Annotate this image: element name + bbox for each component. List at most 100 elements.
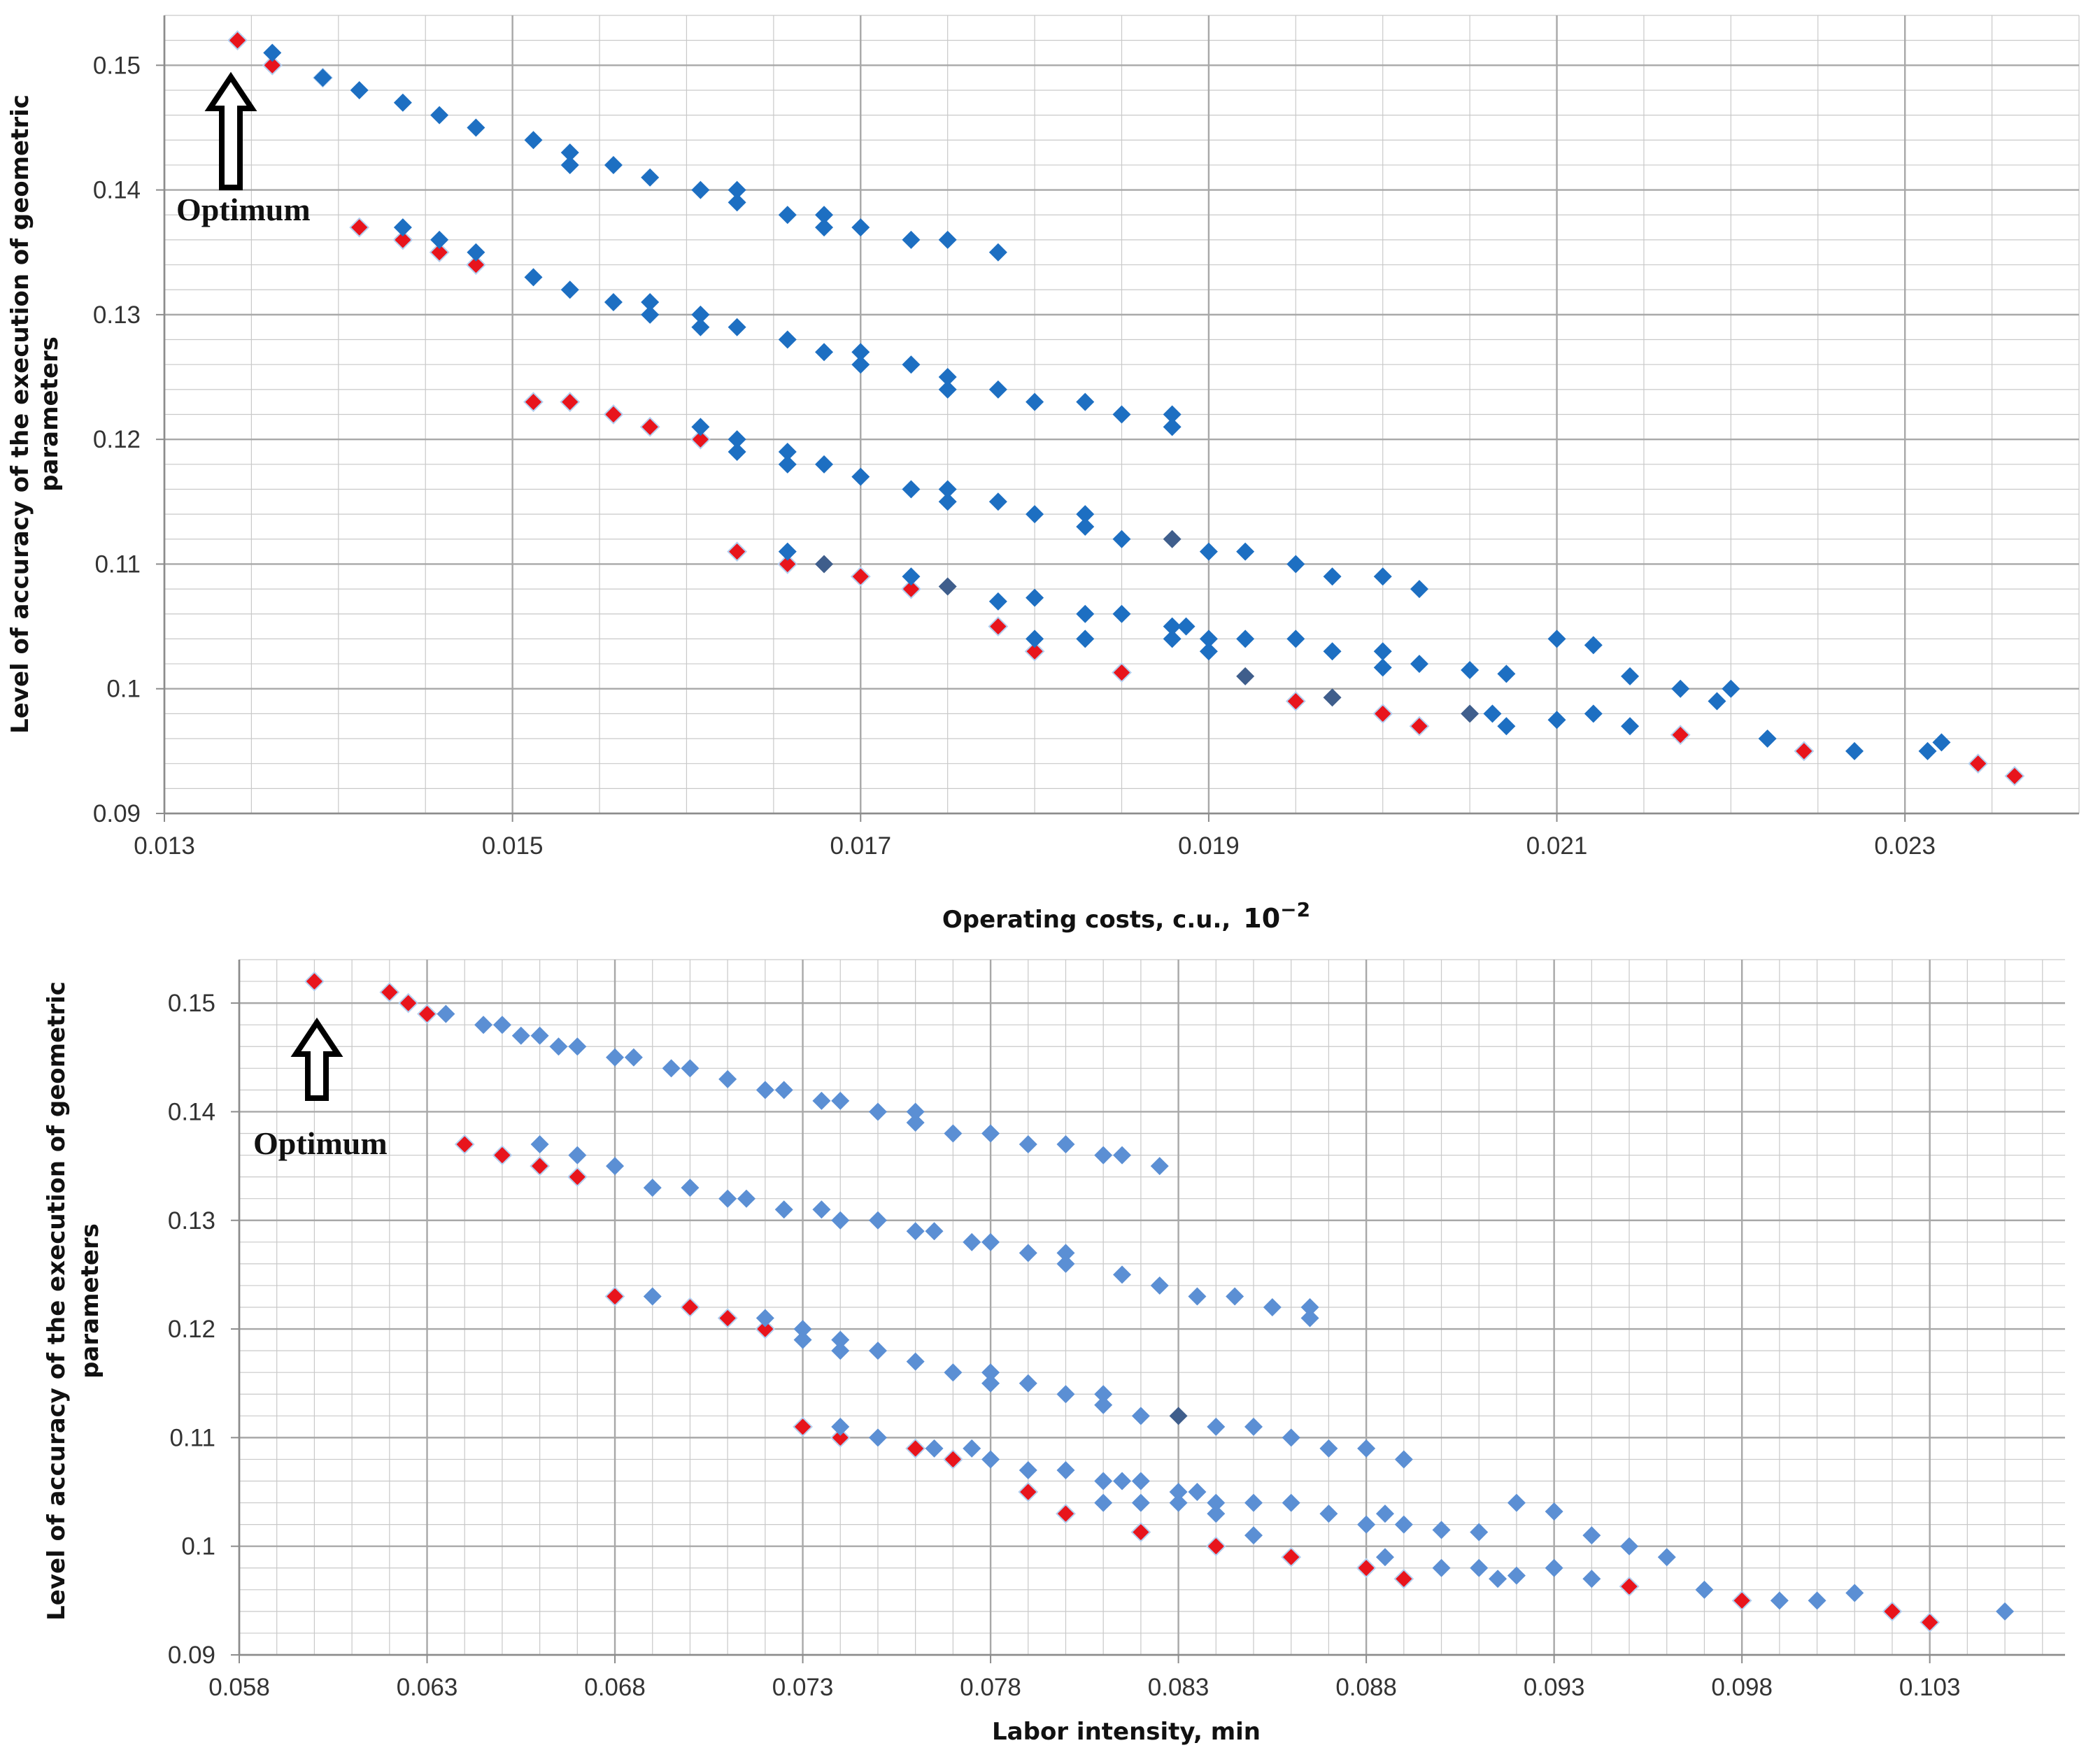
- data-point: [906, 1222, 925, 1241]
- data-point: [1150, 1276, 1169, 1295]
- data-point: [793, 1320, 812, 1339]
- data-point: [778, 206, 797, 225]
- data-point: [793, 1416, 813, 1437]
- data-point: [1373, 642, 1392, 661]
- data-point: [1150, 1157, 1169, 1176]
- data-point: [524, 131, 543, 150]
- data-point: [1432, 1521, 1451, 1539]
- data-point: [831, 1342, 850, 1360]
- data-point: [1285, 691, 1306, 711]
- x-tick-label: 0.019: [1178, 832, 1240, 860]
- x-tick-label: 0.098: [1711, 1674, 1773, 1701]
- data-point: [1019, 1244, 1037, 1262]
- data-point: [524, 268, 543, 287]
- x-tick-label: 0.015: [482, 832, 544, 860]
- data-point: [1199, 630, 1218, 648]
- data-point: [641, 293, 660, 312]
- data-point: [1770, 1591, 1789, 1610]
- data-point: [1375, 1548, 1394, 1567]
- data-point: [1545, 1558, 1563, 1577]
- data-point: [604, 1286, 625, 1307]
- data-point: [430, 106, 449, 125]
- data-point: [1263, 1298, 1282, 1316]
- data-point: [1483, 704, 1502, 723]
- data-point: [1882, 1601, 1903, 1622]
- data-point: [1244, 1417, 1263, 1436]
- data-point: [379, 982, 400, 1003]
- data-point: [755, 1318, 776, 1339]
- data-point: [681, 1179, 700, 1197]
- data-point: [1410, 580, 1428, 599]
- y-axis-title-line: parameters: [76, 1223, 104, 1379]
- data-point: [393, 93, 412, 112]
- data-point: [603, 404, 624, 425]
- data-point: [1076, 517, 1095, 536]
- data-point: [1372, 703, 1393, 724]
- data-point: [1056, 1244, 1075, 1262]
- data-point: [728, 430, 746, 449]
- data-point: [691, 418, 710, 436]
- data-point: [944, 1363, 963, 1382]
- data-point: [1286, 555, 1305, 574]
- data-point: [530, 1135, 549, 1154]
- data-point: [1207, 1417, 1226, 1436]
- data-point: [1018, 1481, 1039, 1502]
- data-point: [604, 155, 623, 174]
- data-point: [263, 43, 282, 62]
- data-point: [523, 392, 544, 413]
- data-point: [815, 555, 834, 574]
- data-point: [938, 380, 957, 399]
- data-point: [1226, 1287, 1244, 1306]
- data-point: [1671, 679, 1690, 698]
- data-point: [906, 1352, 925, 1371]
- data-point: [902, 230, 921, 249]
- data-point: [262, 55, 283, 76]
- data-point: [606, 1048, 625, 1067]
- data-point: [831, 1330, 850, 1349]
- data-point: [778, 330, 797, 349]
- data-point: [815, 218, 834, 237]
- data-point: [639, 416, 660, 437]
- data-point: [641, 305, 660, 324]
- data-point: [1731, 1590, 1752, 1611]
- data-point: [906, 1113, 925, 1132]
- data-point: [988, 492, 1007, 511]
- data-point: [1282, 1428, 1300, 1447]
- data-point: [530, 1155, 551, 1176]
- data-point: [1323, 688, 1342, 707]
- data-point: [1026, 630, 1044, 648]
- data-point: [1845, 1584, 1864, 1602]
- data-point: [492, 1145, 513, 1165]
- data-point: [1968, 753, 1989, 774]
- data-point: [728, 318, 746, 336]
- data-point: [1489, 1570, 1507, 1588]
- data-point: [1394, 1515, 1413, 1534]
- data-point: [1205, 1536, 1226, 1557]
- data-point: [1131, 1407, 1150, 1425]
- data-point: [417, 1004, 437, 1025]
- y-tick-label: 0.1: [181, 1533, 215, 1560]
- series-optimal: [227, 30, 2025, 786]
- data-point: [429, 242, 450, 263]
- data-point: [831, 1417, 850, 1436]
- data-point: [755, 1081, 774, 1100]
- x-tick-label: 0.068: [584, 1674, 646, 1701]
- data-point: [988, 243, 1007, 262]
- data-point: [492, 1016, 511, 1034]
- data-point: [1076, 604, 1095, 623]
- data-point: [938, 230, 957, 249]
- data-point: [681, 1059, 700, 1078]
- data-point: [777, 554, 798, 574]
- data-point: [680, 1297, 700, 1318]
- y-tick-label: 0.1: [106, 676, 141, 703]
- data-point: [988, 592, 1007, 611]
- series-optimal: [304, 971, 1941, 1633]
- data-point: [1432, 1558, 1451, 1577]
- data-point: [851, 355, 870, 374]
- data-point: [925, 1439, 944, 1458]
- data-point: [1323, 567, 1342, 586]
- data-point: [868, 1428, 887, 1447]
- data-point: [851, 343, 870, 362]
- y-axis-title-line: Level of accuracy of the execution of ge…: [43, 981, 71, 1621]
- data-point: [1112, 662, 1132, 683]
